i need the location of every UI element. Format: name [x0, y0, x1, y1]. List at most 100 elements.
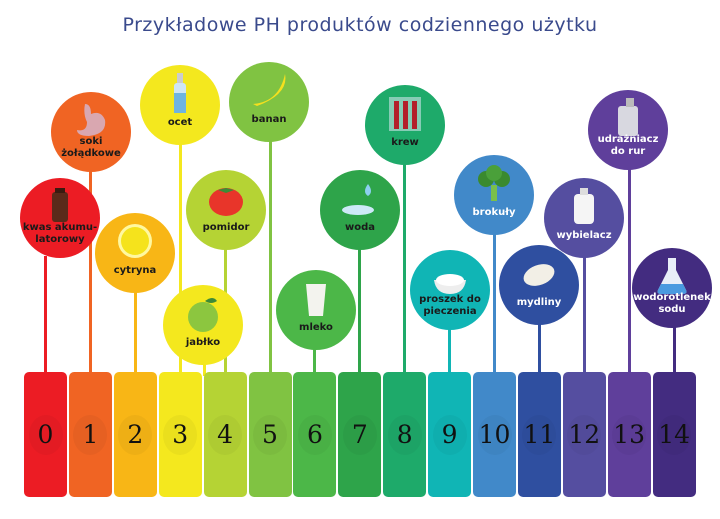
bleach-jug-icon [574, 188, 594, 224]
ph-number: 12 [568, 420, 601, 449]
ph-number: 7 [351, 420, 368, 449]
stem-line [582, 256, 586, 376]
item-broccoli: brokuły [454, 155, 534, 235]
ph-number: 14 [658, 420, 690, 449]
stem-line [537, 323, 541, 376]
item-powder-bowl: proszek do pieczenia [410, 250, 490, 330]
powder-bowl-icon [434, 274, 466, 294]
item-label: krew [355, 137, 455, 149]
ph-number: 11 [523, 420, 556, 449]
item-label-line: do rur [610, 146, 646, 157]
item-tomato: pomidor [186, 170, 266, 250]
ph-number-badge [567, 415, 602, 455]
drain-cleaner-icon [618, 98, 638, 136]
item-label-line: proszek do [419, 294, 481, 305]
item-label-line: latorowy [35, 234, 85, 245]
item-label: wodorotlenek sodu [622, 292, 720, 316]
ph-number: 5 [262, 420, 278, 449]
item-label: brokuły [444, 207, 544, 219]
stomach-icon [77, 104, 106, 136]
item-label: woda [310, 222, 410, 234]
stem-line [672, 326, 676, 376]
item-label: mydliny [489, 297, 589, 309]
item-label: banan [219, 114, 319, 126]
stem-line [88, 170, 92, 376]
item-label-line: sodu [658, 304, 686, 315]
stem-line [313, 348, 317, 376]
item-label-line: kwas akumu- [22, 222, 98, 233]
ph-number-badge [432, 415, 467, 455]
ph-number-badge [387, 415, 422, 455]
lemon-icon [118, 224, 152, 258]
milk-glass-icon [306, 284, 326, 316]
item-label-line: cytryna [113, 265, 157, 276]
stem-line [178, 143, 182, 376]
item-label-line: żołądkowe [61, 148, 121, 159]
bottle-icon [52, 188, 68, 222]
item-drain-cleaner: udrażniacz do rur [588, 90, 668, 170]
item-label-line: jabłko [185, 337, 221, 348]
banana-icon [253, 74, 286, 106]
test-tubes-icon [389, 97, 421, 131]
stem-line [403, 163, 407, 376]
stem-line [448, 328, 452, 376]
ph-number: 2 [127, 420, 144, 449]
broccoli-icon [478, 165, 510, 201]
item-label-line: mleko [299, 322, 333, 333]
item-label: pomidor [176, 222, 276, 234]
item-label-line: soki [79, 136, 103, 147]
flask-icon [657, 258, 687, 294]
ph-number-badge [477, 415, 512, 455]
ph-number-badge [253, 415, 287, 455]
ph-number-badge [522, 415, 557, 455]
ph-number: 9 [441, 420, 458, 449]
item-label: jabłko [153, 337, 253, 349]
ph-number-badge [28, 415, 63, 455]
stem-line [627, 168, 631, 376]
item-soap: mydliny [499, 245, 579, 325]
ph-number: 0 [37, 420, 54, 449]
stem-line [203, 363, 206, 376]
item-label: kwas akumu-latorowy [10, 222, 110, 246]
ph-number: 13 [613, 420, 646, 449]
item-test-tubes: krew [365, 85, 445, 165]
item-label: proszek do pieczenia [400, 294, 500, 318]
item-apple: jabłko [163, 285, 243, 365]
stem-line [268, 140, 272, 376]
ph-number: 1 [82, 420, 99, 449]
item-label: wybielacz [534, 230, 634, 242]
item-milk-glass: mleko [276, 270, 356, 350]
item-bottle: kwas akumu-latorowy [20, 178, 100, 258]
ph-number-badge [208, 415, 243, 455]
item-label-line: krew [391, 137, 419, 148]
ph-number: 3 [172, 420, 189, 449]
stem-line [44, 256, 47, 376]
stem-line [358, 248, 362, 376]
ph-number-badge [73, 415, 108, 455]
item-label: cytryna [85, 265, 185, 277]
vinegar-bottle-icon [174, 73, 186, 113]
ph-number-badge [118, 415, 153, 455]
apple-icon [188, 298, 218, 332]
stem-line [493, 233, 496, 376]
item-label-line: mydliny [516, 297, 562, 308]
item-label-line: banan [251, 114, 287, 125]
ph-number-badge [612, 415, 647, 455]
item-label: ocet [130, 117, 230, 129]
ph-number-badge [657, 415, 692, 455]
item-label-line: woda [344, 222, 375, 233]
item-vinegar-bottle: ocet [140, 65, 220, 145]
ph-number-badge [297, 415, 332, 455]
item-label-line: wybielacz [556, 230, 612, 241]
soap-icon [523, 264, 555, 286]
item-label-line: udrażniacz [597, 134, 659, 145]
item-label: mleko [266, 322, 366, 334]
ph-number-badge [342, 415, 377, 455]
item-label-line: ocet [167, 117, 193, 128]
item-banana: banan [229, 62, 309, 142]
ph-number-badge [163, 415, 198, 455]
water-drop-icon [342, 184, 374, 215]
item-label: udrażniacz do rur [578, 134, 678, 158]
item-label-line: pomidor [202, 222, 250, 233]
